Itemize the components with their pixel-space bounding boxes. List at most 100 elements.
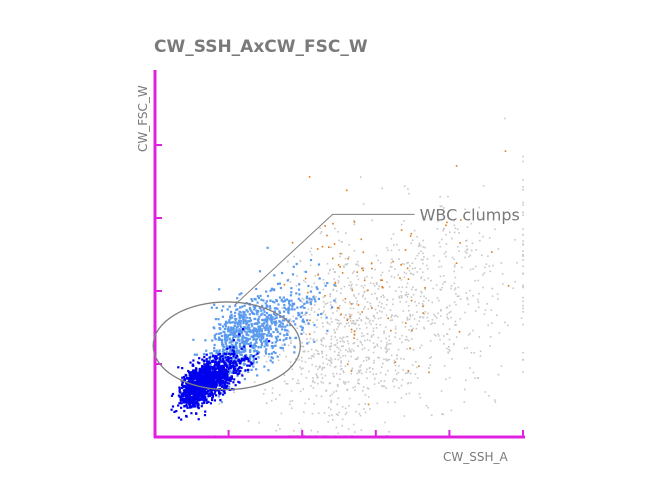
data-point — [253, 342, 256, 345]
data-point — [198, 362, 201, 365]
data-point — [336, 403, 339, 406]
data-point — [309, 301, 312, 304]
data-point — [464, 388, 466, 391]
data-point — [407, 278, 410, 280]
data-point — [340, 287, 343, 290]
data-point — [459, 242, 461, 244]
data-point — [252, 338, 255, 341]
data-point — [196, 403, 199, 406]
data-point — [217, 318, 220, 321]
data-point — [336, 328, 338, 330]
data-point — [387, 369, 389, 372]
data-point — [199, 368, 202, 371]
data-point — [250, 311, 254, 314]
data-point — [212, 365, 216, 368]
data-point — [357, 379, 359, 382]
data-point — [232, 355, 235, 358]
data-point — [173, 410, 176, 413]
data-point — [361, 344, 364, 346]
data-point — [356, 275, 359, 277]
wbc-clumps-gate[interactable] — [152, 301, 302, 391]
data-point — [415, 304, 418, 307]
data-point — [304, 323, 307, 325]
data-point — [240, 366, 243, 369]
data-point — [301, 305, 304, 308]
data-point — [336, 290, 338, 292]
data-point — [219, 399, 222, 402]
data-point — [236, 368, 240, 371]
data-point — [357, 264, 360, 267]
data-point — [299, 306, 302, 309]
data-point — [190, 412, 193, 415]
data-point — [321, 322, 324, 324]
data-point — [445, 255, 447, 258]
data-point — [290, 291, 293, 294]
data-point — [381, 279, 383, 281]
data-point — [354, 263, 357, 266]
data-point — [388, 431, 390, 433]
data-point — [232, 367, 235, 371]
data-point — [367, 308, 370, 310]
data-point — [352, 272, 354, 274]
data-point — [189, 388, 192, 391]
data-point — [251, 299, 254, 302]
data-point — [197, 386, 200, 389]
data-point — [257, 310, 260, 313]
data-point — [211, 374, 214, 377]
data-point — [286, 333, 289, 337]
data-point — [231, 349, 234, 352]
data-point — [241, 328, 245, 331]
data-point — [287, 344, 290, 347]
data-point — [449, 231, 451, 233]
data-point — [328, 414, 331, 417]
data-point — [348, 405, 350, 407]
data-point — [203, 378, 207, 381]
data-point — [522, 273, 524, 275]
data-point — [350, 303, 353, 305]
data-point — [219, 380, 222, 383]
data-point — [219, 355, 222, 358]
data-point — [275, 429, 278, 432]
data-point — [446, 306, 449, 309]
data-point — [214, 318, 217, 321]
data-point — [230, 377, 234, 380]
data-point — [219, 359, 222, 362]
data-point — [267, 331, 270, 334]
data-point — [241, 334, 244, 337]
data-point — [448, 376, 451, 379]
data-point — [440, 265, 443, 268]
data-point — [213, 381, 216, 384]
data-point — [366, 368, 368, 371]
data-point — [202, 401, 206, 404]
data-point — [290, 287, 293, 290]
data-point — [412, 327, 414, 330]
data-point — [346, 335, 349, 338]
data-point — [222, 373, 225, 376]
data-point — [244, 369, 247, 372]
data-point — [197, 407, 200, 410]
data-point — [423, 313, 426, 315]
data-point — [466, 297, 468, 299]
data-point — [522, 201, 524, 204]
data-point — [312, 339, 315, 341]
data-point — [208, 366, 211, 369]
data-point — [265, 290, 268, 293]
data-point — [292, 265, 295, 268]
data-point — [359, 313, 361, 316]
data-point — [268, 305, 271, 308]
data-point — [422, 316, 424, 319]
data-point — [208, 356, 212, 359]
data-point — [183, 385, 186, 388]
data-point — [238, 372, 241, 375]
data-point — [209, 361, 212, 364]
data-point — [218, 375, 221, 378]
data-point — [289, 281, 292, 283]
data-point — [430, 356, 433, 358]
data-point — [377, 304, 380, 307]
data-point — [522, 240, 524, 242]
data-point — [388, 335, 390, 338]
data-point — [219, 369, 222, 372]
data-point — [265, 315, 268, 318]
data-point — [312, 355, 314, 357]
data-point — [203, 395, 206, 398]
